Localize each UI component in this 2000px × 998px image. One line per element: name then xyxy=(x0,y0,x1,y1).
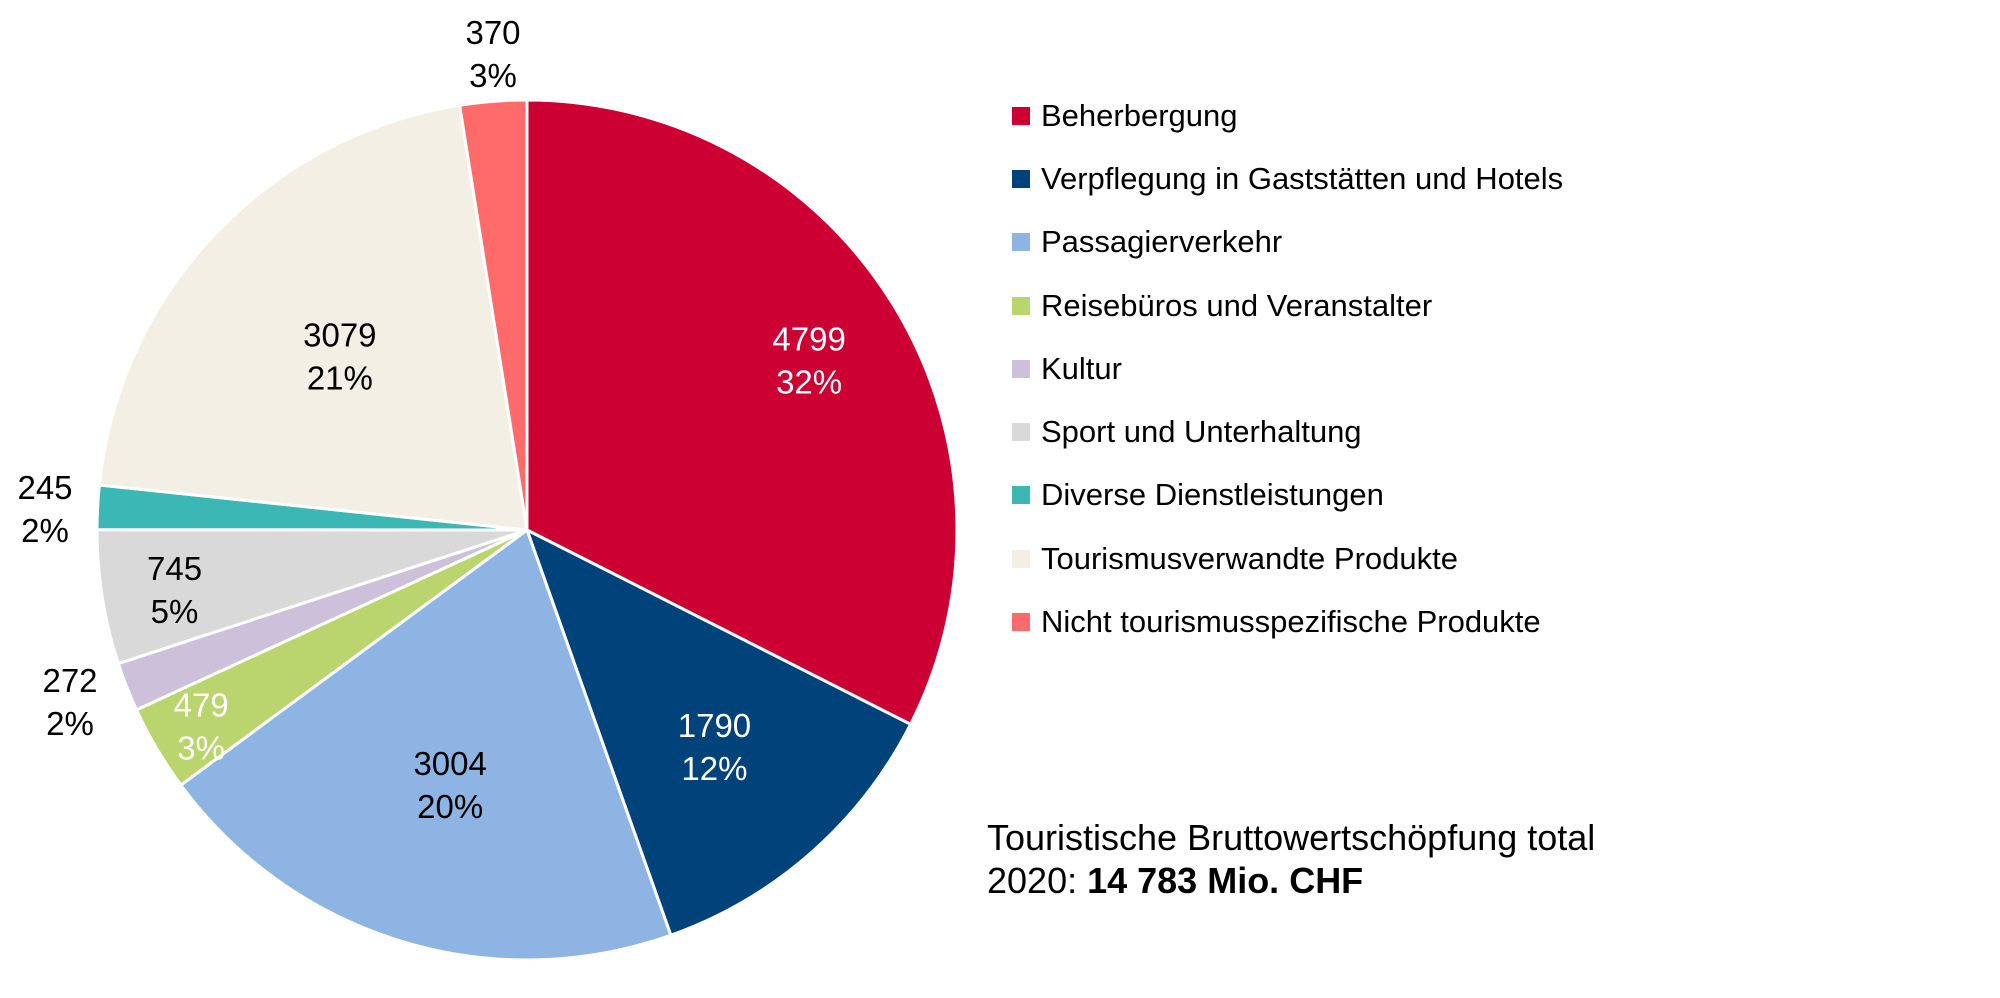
slice-value-label-diverse-dienstleistungen: 245 xyxy=(17,469,72,506)
legend-item-kultur: Kultur xyxy=(1012,337,1563,400)
slice-value-label-beherbergung: 4799 xyxy=(772,321,845,358)
legend-label: Reisebüros und Veranstalter xyxy=(1041,287,1433,323)
total-line-1: Touristische Bruttowertschöpfung total xyxy=(987,817,1596,858)
slice-percent-label-sport-und-unterhaltung: 5% xyxy=(151,593,199,630)
total-line-2: 2020: 14 783 Mio. CHF xyxy=(987,859,1595,902)
legend-swatch xyxy=(1012,486,1030,505)
slice-percent-label-reisebueros-und-veranstalter: 3% xyxy=(177,729,225,766)
legend-swatch xyxy=(1012,549,1030,568)
slice-value-label-verpflegung-in-gaststaetten-und-hotels: 1790 xyxy=(678,707,751,744)
slice-percent-label-beherbergung: 32% xyxy=(776,364,842,401)
pie-slice-verpflegung-in-gaststaetten-und-hotels xyxy=(524,526,913,938)
slice-value-label-passagierverkehr: 3004 xyxy=(413,745,486,782)
legend-item-nicht-tourismusspezifische-produkte: Nicht tourismusspezifische Produkte xyxy=(1012,590,1563,653)
slice-value-label-tourismusverwandte-produkte: 3079 xyxy=(303,316,376,353)
legend-label: Kultur xyxy=(1041,350,1122,386)
total-year-prefix: 2020: xyxy=(987,860,1088,901)
pie-slice-beherbergung xyxy=(525,98,959,727)
slice-value-label-sport-und-unterhaltung: 745 xyxy=(147,550,202,587)
slice-value-label-nicht-tourismusspezifische-produkte: 370 xyxy=(465,14,520,51)
legend-swatch xyxy=(1012,106,1030,125)
legend-swatch xyxy=(1012,233,1030,252)
legend-label: Sport und Unterhaltung xyxy=(1041,414,1362,450)
slice-percent-label-diverse-dienstleistungen: 2% xyxy=(21,512,69,549)
slice-percent-label-passagierverkehr: 20% xyxy=(417,788,483,825)
pie-slice-nicht-tourismusspezifische-produkte xyxy=(457,98,529,531)
legend-swatch xyxy=(1012,169,1030,188)
legend-label: Diverse Dienstleistungen xyxy=(1041,477,1384,513)
pie-slice-tourismusverwandte-produkte xyxy=(97,103,529,532)
legend-item-reisebueros-und-veranstalter: Reisebüros und Veranstalter xyxy=(1012,274,1563,337)
legend-swatch xyxy=(1012,613,1030,632)
total-value: 14 783 Mio. CHF xyxy=(1087,860,1364,901)
slice-percent-label-tourismusverwandte-produkte: 21% xyxy=(307,359,373,396)
slice-percent-label-kultur: 2% xyxy=(46,705,94,742)
legend: Beherbergung Verpflegung in Gaststätten u… xyxy=(1012,84,1563,654)
legend-item-verpflegung-in-gaststaetten-und-hotels: Verpflegung in Gaststätten und Hotels xyxy=(1012,147,1563,210)
legend-swatch xyxy=(1012,423,1030,442)
legend-label: Beherbergung xyxy=(1041,97,1238,133)
legend-swatch xyxy=(1012,359,1030,378)
legend-item-tourismusverwandte-produkte: Tourismusverwandte Produkte xyxy=(1012,527,1563,590)
slice-value-label-kultur: 272 xyxy=(42,662,97,699)
legend-item-diverse-dienstleistungen: Diverse Dienstleistungen xyxy=(1012,464,1563,527)
legend-label: Tourismusverwandte Produkte xyxy=(1041,540,1458,576)
pie-slice-passagierverkehr xyxy=(178,527,673,962)
legend-label: Verpflegung in Gaststätten und Hotels xyxy=(1041,160,1564,196)
legend-label: Nicht tourismusspezifische Produkte xyxy=(1041,604,1541,640)
legend-label: Passagierverkehr xyxy=(1041,224,1283,260)
slice-percent-label-verpflegung-in-gaststaetten-und-hotels: 12% xyxy=(681,750,747,787)
legend-item-sport-und-unterhaltung: Sport und Unterhaltung xyxy=(1012,400,1563,463)
total-note: Touristische Bruttowertschöpfung total 2… xyxy=(987,816,1595,902)
slice-percent-label-nicht-tourismusspezifische-produkte: 3% xyxy=(469,57,517,94)
slice-value-label-reisebueros-und-veranstalter: 479 xyxy=(174,686,229,723)
legend-item-passagierverkehr: Passagierverkehr xyxy=(1012,211,1563,274)
legend-swatch xyxy=(1012,296,1030,315)
legend-item-beherbergung: Beherbergung xyxy=(1012,84,1563,147)
